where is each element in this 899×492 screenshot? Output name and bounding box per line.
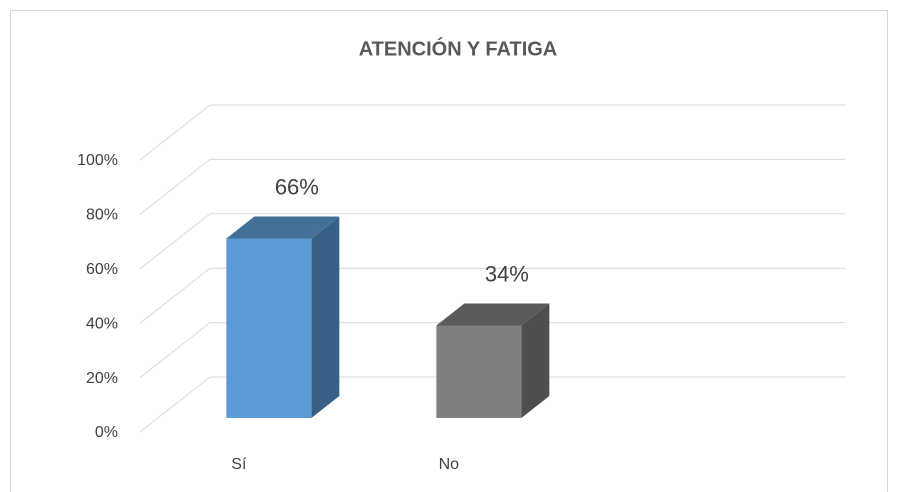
y-tick-label: 20%: [86, 370, 118, 387]
data-label: 34%: [485, 261, 529, 286]
chart-border: [10, 10, 888, 492]
grid-line: [139, 213, 845, 270]
grid-line: [139, 158, 845, 215]
x-tick-label: No: [439, 456, 460, 473]
y-tick-label: 0%: [95, 424, 118, 441]
data-label: 66%: [275, 174, 319, 199]
y-tick-label: 80%: [86, 207, 118, 224]
y-tick-label: 100%: [77, 152, 118, 169]
bar-top: [436, 303, 550, 326]
bar: [436, 325, 522, 418]
grid-line: [139, 376, 845, 433]
bar-side: [311, 216, 340, 418]
grid-line: [139, 322, 845, 378]
chart-title: ATENCIÓN Y FATIGA: [359, 36, 558, 60]
x-tick-label: Sí: [231, 456, 247, 473]
grid-line: [139, 267, 845, 324]
bar: [226, 238, 312, 418]
grid-line: [139, 104, 845, 161]
bar-side: [521, 303, 550, 418]
y-tick-label: 60%: [86, 261, 118, 278]
y-tick-label: 40%: [86, 315, 118, 332]
bar-top: [226, 216, 340, 239]
